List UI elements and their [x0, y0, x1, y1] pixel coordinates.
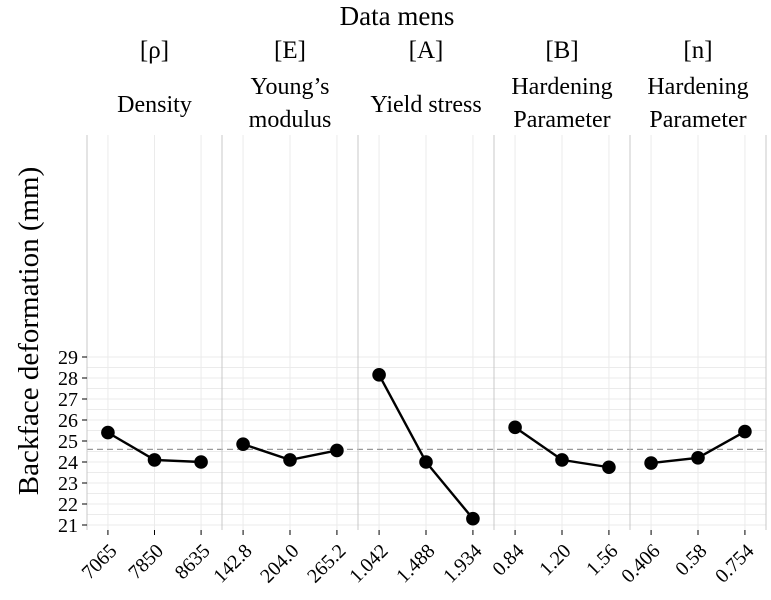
- data-point: [419, 455, 433, 469]
- chart-title: Data mens: [340, 1, 455, 31]
- y-axis-label: Backface deformation (mm): [13, 167, 45, 496]
- y-tick-label: 24: [58, 452, 78, 474]
- data-point: [330, 443, 344, 458]
- panel-name-line: modulus: [249, 107, 332, 133]
- data-point: [283, 453, 297, 467]
- panel-symbol: [E]: [274, 37, 306, 64]
- x-tick-label: 1.042: [345, 540, 392, 587]
- y-tick-label: 29: [58, 347, 78, 369]
- data-point: [147, 453, 162, 467]
- x-tick-label: 0.406: [617, 540, 664, 587]
- panel-symbol: [n]: [683, 37, 712, 64]
- data-point: [466, 511, 480, 526]
- y-tick-label: 27: [58, 389, 78, 411]
- panel-name-line: Density: [117, 92, 192, 118]
- y-tick-label: 26: [58, 410, 78, 432]
- panel-name-line: Parameter: [513, 107, 610, 133]
- panel-headers: [ρ] Density [E] Young’s modulus [A] Yield stre…: [117, 37, 748, 133]
- panel-symbol: [B]: [545, 37, 578, 64]
- y-tick-label: 28: [58, 368, 78, 390]
- data-point: [101, 425, 115, 440]
- panel-name-line: Yield stress: [370, 92, 481, 118]
- panel-symbol: [A]: [409, 37, 444, 64]
- x-tick-label: 8635: [171, 540, 215, 584]
- panel-name-line: Young’s: [251, 74, 330, 100]
- data-point: [691, 451, 705, 465]
- series-layer: [101, 368, 752, 526]
- panel-name-line: Parameter: [649, 107, 746, 133]
- data-point: [738, 424, 752, 439]
- y-tick-label: 25: [58, 431, 78, 453]
- x-tick-label: 1.56: [582, 540, 622, 580]
- data-point: [372, 368, 386, 382]
- panel-symbol: [ρ]: [140, 37, 169, 64]
- panel-name-line: Hardening: [511, 74, 612, 100]
- y-tick-label: 22: [58, 494, 78, 516]
- data-point: [644, 456, 658, 470]
- y-tick-label: 21: [58, 515, 78, 537]
- data-point: [508, 420, 522, 435]
- x-tick-label: 1.934: [439, 540, 486, 587]
- x-tick-label: 0.754: [711, 540, 758, 587]
- y-tick-label: 23: [58, 473, 78, 495]
- data-point: [236, 437, 250, 451]
- x-tick-label: 7850: [124, 540, 168, 584]
- grid-layer: [87, 135, 766, 530]
- x-tick-label: 0.84: [488, 540, 528, 580]
- x-tick-label: 1.20: [535, 540, 575, 580]
- panel-borders: [86, 135, 767, 530]
- x-tick-label: 265.2: [303, 540, 350, 587]
- data-point: [555, 453, 569, 467]
- data-point: [194, 455, 208, 469]
- x-tick-label: 0.58: [671, 540, 711, 580]
- x-tick-label: 7065: [78, 540, 122, 584]
- x-tick-label: 204.0: [256, 540, 303, 587]
- panel-name-line: Hardening: [647, 74, 748, 100]
- x-tick-label: 142.8: [209, 540, 256, 587]
- x-tick-label: 1.488: [392, 540, 439, 587]
- data-point: [602, 460, 616, 475]
